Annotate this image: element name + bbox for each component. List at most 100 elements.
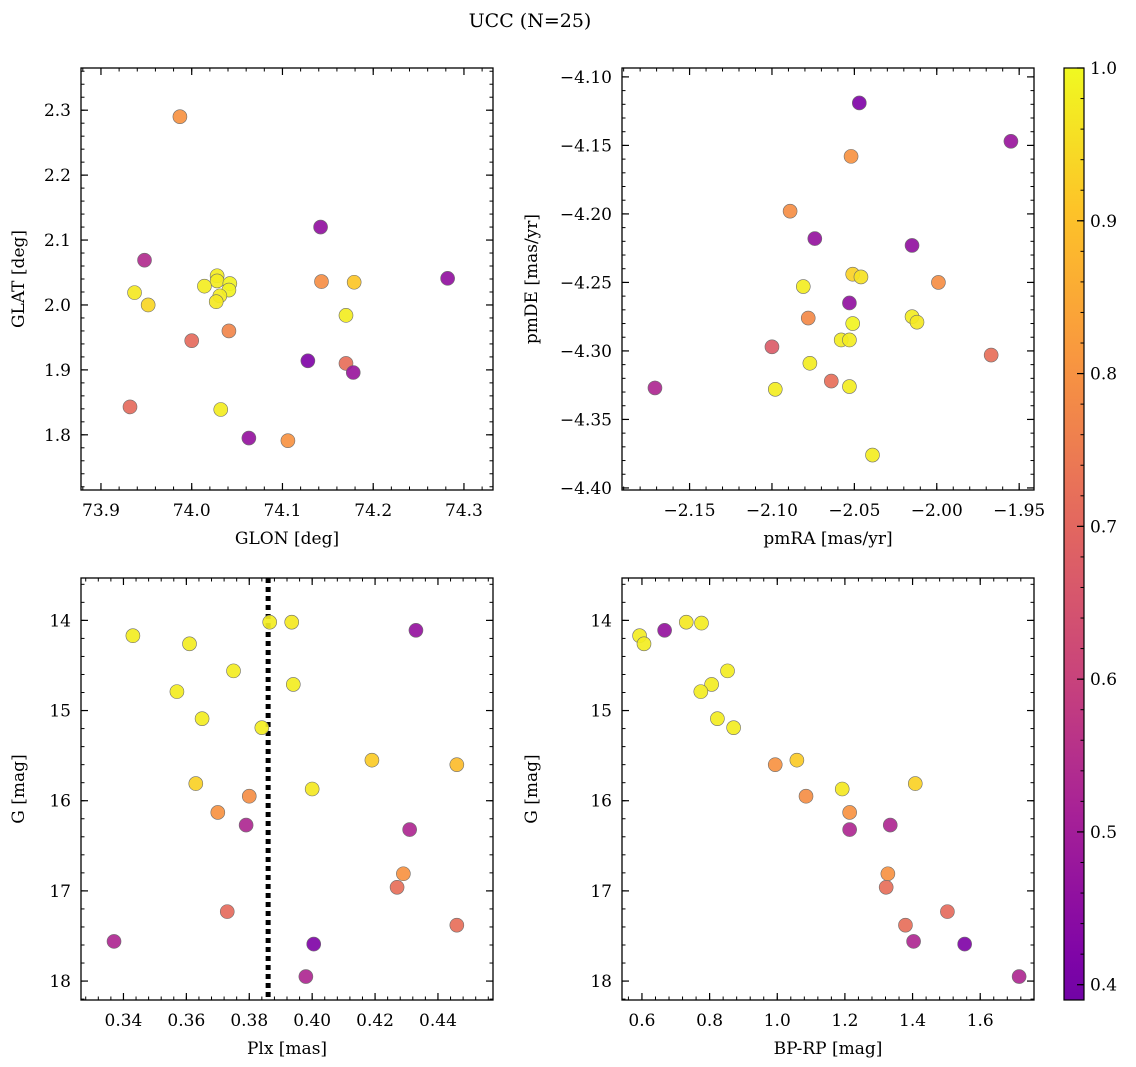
scatter-point	[865, 447, 880, 463]
scatter-point	[313, 219, 328, 235]
y-tick-label: 17	[590, 882, 612, 902]
scatter-panel-4: 0.6 0.8 1.0 1.2 1.4 1.6 14 15 16 17 18 BP-RP [mag] G…	[522, 577, 1035, 1059]
x-tick-label: −1.95	[993, 501, 1045, 521]
scatter-point	[137, 252, 152, 268]
x-tick-label: 0.6	[628, 1011, 655, 1031]
scatter-point	[314, 274, 329, 289]
y-tick-label: −4.10	[560, 68, 612, 88]
scatter-point	[807, 231, 823, 246]
y-tick-label: 17	[49, 882, 71, 902]
scatter-point	[694, 615, 709, 631]
y-tick-label: 2.2	[44, 166, 71, 186]
y-axis-label: GLAT [deg]	[9, 230, 29, 328]
scatter-point	[226, 663, 241, 679]
scatter-point	[300, 353, 316, 369]
colorbar-tick-label: 1.0	[1090, 59, 1117, 79]
minor-ticks	[622, 578, 1034, 1000]
scatter-point	[241, 788, 257, 804]
scatter-point	[898, 917, 913, 933]
scatter-point	[298, 969, 314, 984]
y-tick-label: −4.40	[560, 479, 612, 499]
scatter-point	[184, 333, 200, 348]
x-tick-label: 1.2	[831, 1011, 858, 1031]
scatter-point	[449, 757, 465, 772]
scatter-point	[852, 95, 867, 111]
scatter-point	[304, 781, 320, 797]
y-tick-label: 14	[590, 611, 612, 631]
scatter-point	[845, 316, 861, 331]
scatter-point	[364, 752, 380, 768]
scatter-point	[254, 720, 270, 735]
colorbar-gradient	[1063, 67, 1085, 1001]
y-tick-label: 2.1	[44, 231, 71, 251]
figure-title: UCC (N=25)	[469, 10, 592, 32]
scatter-point	[402, 822, 417, 837]
y-axis-label: G [mag]	[522, 754, 542, 823]
scatter-point	[106, 934, 122, 949]
x-tick-label: 0.38	[230, 1011, 268, 1031]
y-tick-label: 2.0	[44, 296, 71, 316]
scatter-point	[125, 628, 141, 644]
scatter-point	[957, 936, 972, 952]
scatter-point	[209, 273, 225, 289]
scatter-point	[285, 677, 301, 692]
y-tick-label: 1.8	[44, 426, 71, 446]
scatter-point	[169, 684, 185, 699]
scatter-point	[188, 776, 204, 791]
scatter-point	[842, 332, 857, 348]
scatter-point	[906, 934, 921, 949]
scatter-point	[284, 614, 300, 630]
scatter-point	[208, 294, 224, 310]
scatter-point	[306, 936, 322, 952]
x-tick-label: 74.1	[264, 501, 302, 521]
y-tick-label: −4.35	[560, 410, 612, 430]
y-tick-label: 18	[49, 972, 71, 992]
x-tick-label: 74.3	[445, 501, 483, 521]
y-tick-label: 14	[49, 611, 71, 631]
y-tick-label: 15	[590, 702, 612, 722]
scatter-point	[800, 310, 816, 326]
scatter-point	[907, 776, 923, 791]
scatter-point	[880, 866, 896, 882]
x-tick-label: −2.05	[828, 501, 880, 521]
scatter-point	[657, 622, 672, 638]
scatter-point	[834, 781, 850, 797]
x-tick-label: 0.40	[293, 1011, 331, 1031]
x-tick-label: 0.36	[167, 1011, 205, 1031]
scatter-point	[647, 380, 663, 396]
scatter-panel-1: 73.9 74.0 74.1 74.2 74.3 1.8 1.9 2.0 2.1 2.2 2.3 GL…	[9, 67, 494, 549]
scatter-point	[396, 866, 411, 882]
scatter-point	[904, 238, 920, 253]
scatter-point	[408, 622, 424, 638]
scatter-point	[389, 879, 405, 895]
scatter-point	[842, 295, 857, 311]
scatter-point	[842, 822, 857, 837]
scatter-point	[238, 817, 254, 833]
x-axis-label: Plx [mas]	[247, 1039, 327, 1059]
scatter-point	[440, 271, 455, 286]
y-axis-label: pmDE [mas/yr]	[522, 214, 542, 344]
minor-ticks	[81, 68, 493, 490]
y-tick-label: 16	[590, 792, 612, 812]
x-tick-label: 74.2	[354, 501, 392, 521]
x-tick-label: 0.34	[105, 1011, 143, 1031]
scatter-point	[346, 274, 362, 290]
scatter-point	[338, 308, 354, 323]
x-tick-label: −2.10	[746, 501, 798, 521]
x-tick-label: 0.42	[356, 1011, 394, 1031]
colorbar-tick-label: 0.9	[1090, 212, 1117, 232]
scatter-point	[802, 355, 818, 371]
scatter-point	[636, 636, 652, 652]
scatter-point	[262, 614, 278, 630]
y-tick-label: 18	[590, 972, 612, 992]
scatter-point	[710, 711, 725, 726]
scatter-point	[194, 711, 210, 726]
scatter-point	[789, 752, 805, 768]
scatter-point	[127, 285, 142, 300]
plot-frame	[80, 67, 494, 491]
scatter-point	[767, 381, 783, 397]
scatter-point	[726, 720, 741, 735]
x-tick-label: 73.9	[82, 501, 120, 521]
scatter-point	[882, 817, 898, 833]
x-tick-label: 0.8	[696, 1011, 723, 1031]
